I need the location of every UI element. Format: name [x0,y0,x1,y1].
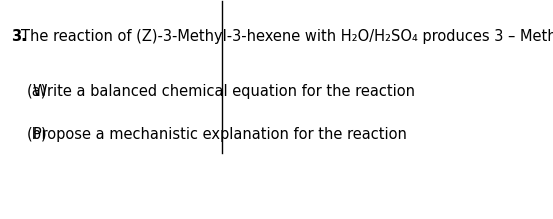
Text: Write a balanced chemical equation for the reaction: Write a balanced chemical equation for t… [33,84,415,99]
Text: (a): (a) [27,84,47,99]
Text: The reaction of (Z)-3-Methyl-3-hexene with H₂O/H₂SO₄ produces 3 – Methyl-3-hexan: The reaction of (Z)-3-Methyl-3-hexene wi… [21,30,553,44]
Text: (b): (b) [27,127,48,142]
Text: 3.: 3. [12,30,27,44]
Text: Propose a mechanistic explanation for the reaction: Propose a mechanistic explanation for th… [33,127,408,142]
